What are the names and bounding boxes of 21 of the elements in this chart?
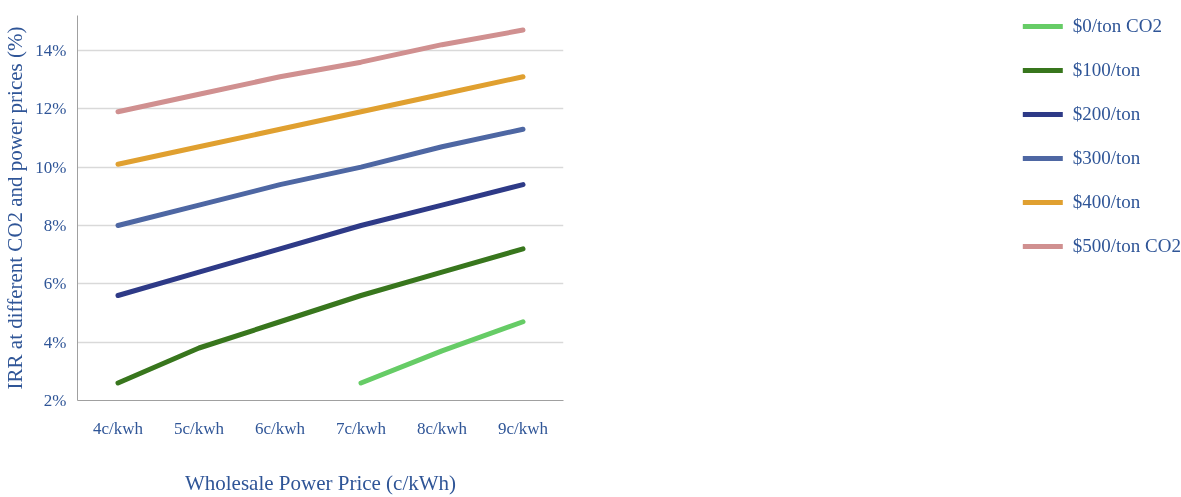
y-tick-label: 8% [43, 216, 67, 235]
legend-label: $0/ton CO2 [1072, 15, 1162, 37]
y-tick-label: 14% [35, 41, 67, 60]
legend-label: $200/ton [1072, 103, 1141, 125]
x-tick-label: 7c/kwh [335, 418, 387, 438]
y-tick-label: 6% [43, 274, 67, 294]
legend-label: $100/ton [1072, 59, 1141, 81]
x-axis-title: Wholesale Power Price (c/kWh) [184, 470, 457, 495]
x-tick-label: 4c/kwh [92, 418, 144, 438]
legend-label: $300/ton [1072, 147, 1141, 169]
legend-label: $500/ton CO2 [1072, 235, 1181, 257]
y-tick-label: 4% [43, 332, 67, 352]
x-tick-label: 5c/kwh [173, 418, 225, 438]
y-tick-label: 10% [35, 157, 67, 177]
legend-label: $400/ton [1072, 191, 1141, 213]
y-tick-label: 12% [35, 99, 67, 119]
y-tick-label: 2% [43, 391, 67, 410]
y-axis-title: IRR at different CO2 and power prices (%) [3, 26, 28, 390]
x-tick-label: 6c/kwh [254, 418, 306, 438]
x-tick-label: 9c/kwh [497, 418, 549, 438]
x-tick-label: 8c/kwh [416, 418, 468, 438]
